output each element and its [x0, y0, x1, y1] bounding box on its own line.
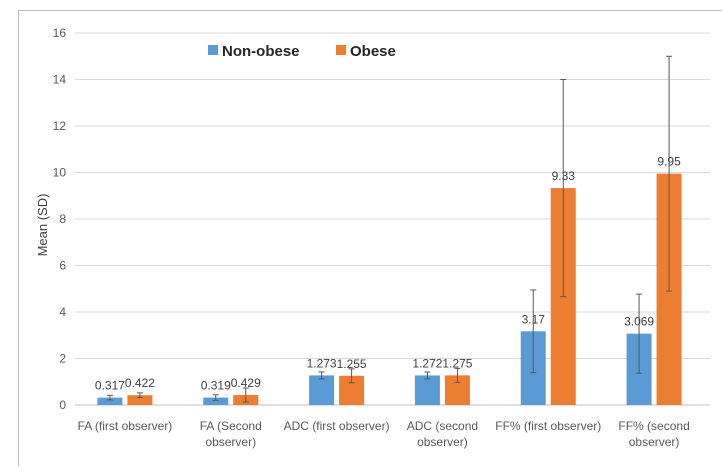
chart-frame	[18, 10, 722, 466]
data-label: 3.17	[522, 312, 546, 326]
x-tick-label: observer)	[629, 435, 680, 449]
bar	[127, 395, 153, 405]
x-tick-label: ADC (second	[407, 419, 478, 433]
data-label: 9.95	[657, 155, 681, 169]
y-axis-ticks: 0 2 4 6 8 10 12 14 16	[53, 26, 67, 412]
data-label: 3.069	[624, 315, 654, 329]
data-labels: 0.317 0.422 0.319 0.429 1.273 1.255 1.272 1.275…	[95, 155, 681, 393]
legend-label-non-obese: Non-obese	[222, 43, 300, 60]
bar	[414, 375, 440, 405]
legend: Non-obese Obese	[208, 43, 396, 60]
y-tick-label: 0	[59, 398, 66, 412]
y-axis-title: Mean (SD)	[35, 194, 50, 257]
x-axis-labels: FA (first observer) FA (Second observer) AD…	[78, 419, 690, 449]
bar	[203, 397, 229, 405]
y-tick-label: 16	[53, 26, 67, 40]
bars	[97, 173, 682, 405]
gridlines	[75, 32, 710, 406]
x-tick-label: observer)	[205, 435, 256, 449]
y-tick-label: 12	[53, 119, 67, 133]
data-label: 1.255	[337, 357, 367, 371]
x-tick-label: observer)	[417, 435, 468, 449]
data-label: 0.429	[231, 376, 261, 390]
y-tick-label: 8	[59, 212, 66, 226]
x-tick-label: FA (Second	[200, 419, 262, 433]
y-tick-label: 6	[59, 259, 66, 273]
data-label: 1.272	[412, 356, 442, 370]
data-label: 0.319	[201, 379, 231, 393]
y-tick-label: 2	[59, 352, 66, 366]
x-tick-label: ADC (first observer)	[284, 419, 390, 433]
y-tick-label: 4	[59, 305, 66, 319]
x-tick-label: FF% (second	[618, 419, 689, 433]
x-tick-label: FA (first observer)	[78, 419, 173, 433]
data-label: 9.33	[552, 169, 576, 183]
data-label: 0.422	[125, 376, 155, 390]
data-label: 1.275	[442, 356, 472, 370]
bar	[309, 375, 335, 405]
data-label: 1.273	[307, 356, 337, 370]
y-tick-label: 10	[53, 166, 67, 180]
legend-swatch-non-obese	[208, 45, 218, 55]
legend-label-obese: Obese	[350, 43, 396, 60]
y-tick-label: 14	[53, 73, 67, 87]
legend-swatch-obese	[336, 45, 346, 55]
error-bars	[106, 55, 673, 403]
bar	[97, 397, 123, 405]
x-tick-label: FF% (first observer)	[495, 419, 601, 433]
data-label: 0.317	[95, 379, 125, 393]
